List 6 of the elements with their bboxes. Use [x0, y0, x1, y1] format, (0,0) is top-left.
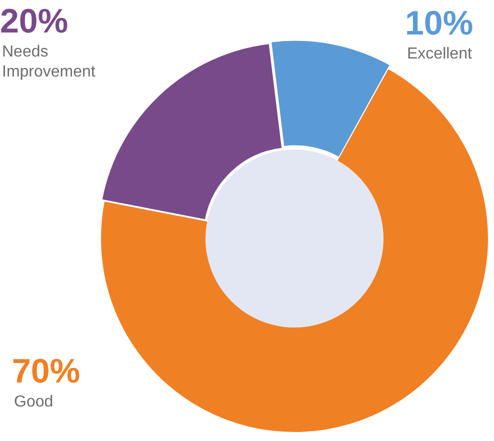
slice-label: Excellent — [407, 45, 472, 62]
data-label: 10% — [405, 4, 474, 42]
slice-label: Good — [14, 393, 54, 410]
slice-label: Needs Improvement — [2, 43, 96, 80]
data-label: 20% — [0, 2, 68, 40]
data-label: 70% — [12, 352, 80, 390]
